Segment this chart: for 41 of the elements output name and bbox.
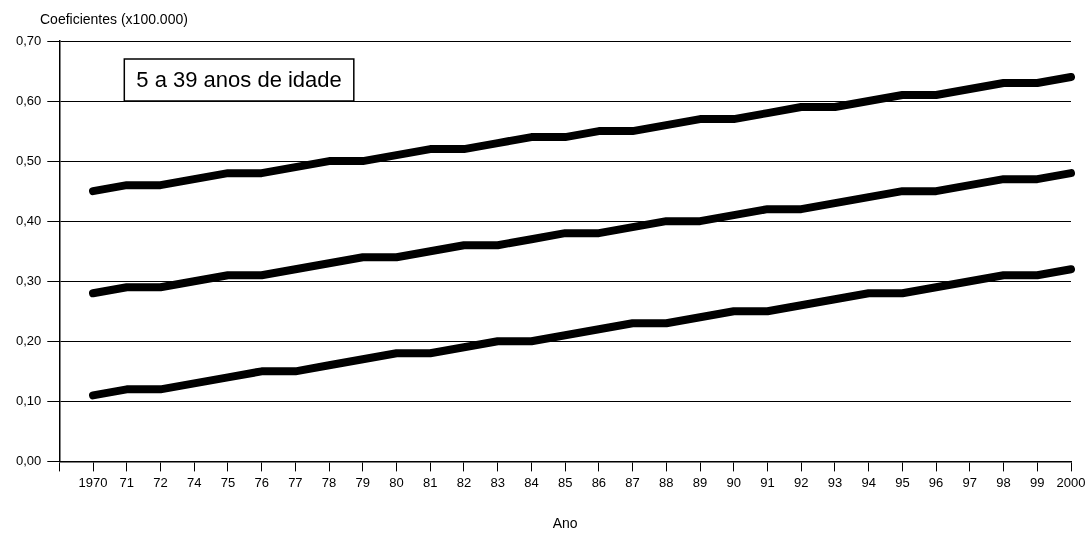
y-tick-label: 0,20: [15, 332, 42, 348]
x-tick-label: 79: [355, 474, 371, 490]
x-tick-label: 96: [928, 474, 944, 490]
x-tick-label: 82: [456, 474, 472, 490]
x-tick-label: 95: [895, 474, 910, 490]
x-tick-label: 92: [793, 474, 809, 490]
y-tick-label: 0,50: [15, 152, 42, 168]
y-axis-title: Coeficientes (x100.000): [40, 10, 188, 27]
x-tick-label: 85: [557, 474, 573, 490]
x-tick-label: 75: [220, 474, 236, 490]
x-tick-label: 77: [288, 474, 303, 490]
x-tick-label: 80: [389, 474, 404, 490]
x-tick-label: 88: [659, 474, 674, 490]
annotation: 5 a 39 anos de idade: [136, 67, 342, 93]
y-tick-label: 0,60: [15, 92, 42, 108]
x-tick-label: 90: [726, 474, 741, 490]
x-tick-label: 89: [692, 474, 708, 490]
x-tick-label: 93: [827, 474, 843, 490]
x-tick-label: 72: [153, 474, 168, 490]
y-tick-label: 0,70: [15, 32, 42, 48]
x-tick-label: 83: [490, 474, 505, 490]
y-tick-label: 0,00: [15, 452, 42, 468]
x-axis-title: Ano: [552, 515, 578, 532]
y-tick-label: 0,30: [15, 272, 42, 288]
x-tick-label: 2000: [1056, 474, 1086, 490]
x-tick-label: 84: [524, 474, 539, 490]
x-tick-label: 94: [861, 474, 876, 490]
y-tick-label: 0,10: [15, 392, 42, 408]
x-tick-label: 98: [996, 474, 1011, 490]
x-tick-label: 91: [760, 474, 775, 490]
x-tick-label: 74: [186, 474, 202, 490]
x-tick-label: 71: [119, 474, 134, 490]
x-tick-label: 81: [423, 474, 438, 490]
x-tick-label: 99: [1030, 474, 1045, 490]
x-tick-label: 86: [591, 474, 607, 490]
y-tick-label: 0,40: [15, 212, 42, 228]
x-tick-label: 76: [254, 474, 269, 490]
x-tick-label: 1970: [78, 474, 108, 490]
x-tick-label: 97: [962, 474, 978, 490]
x-tick-label: 87: [625, 474, 640, 490]
x-tick-label: 78: [321, 474, 337, 490]
